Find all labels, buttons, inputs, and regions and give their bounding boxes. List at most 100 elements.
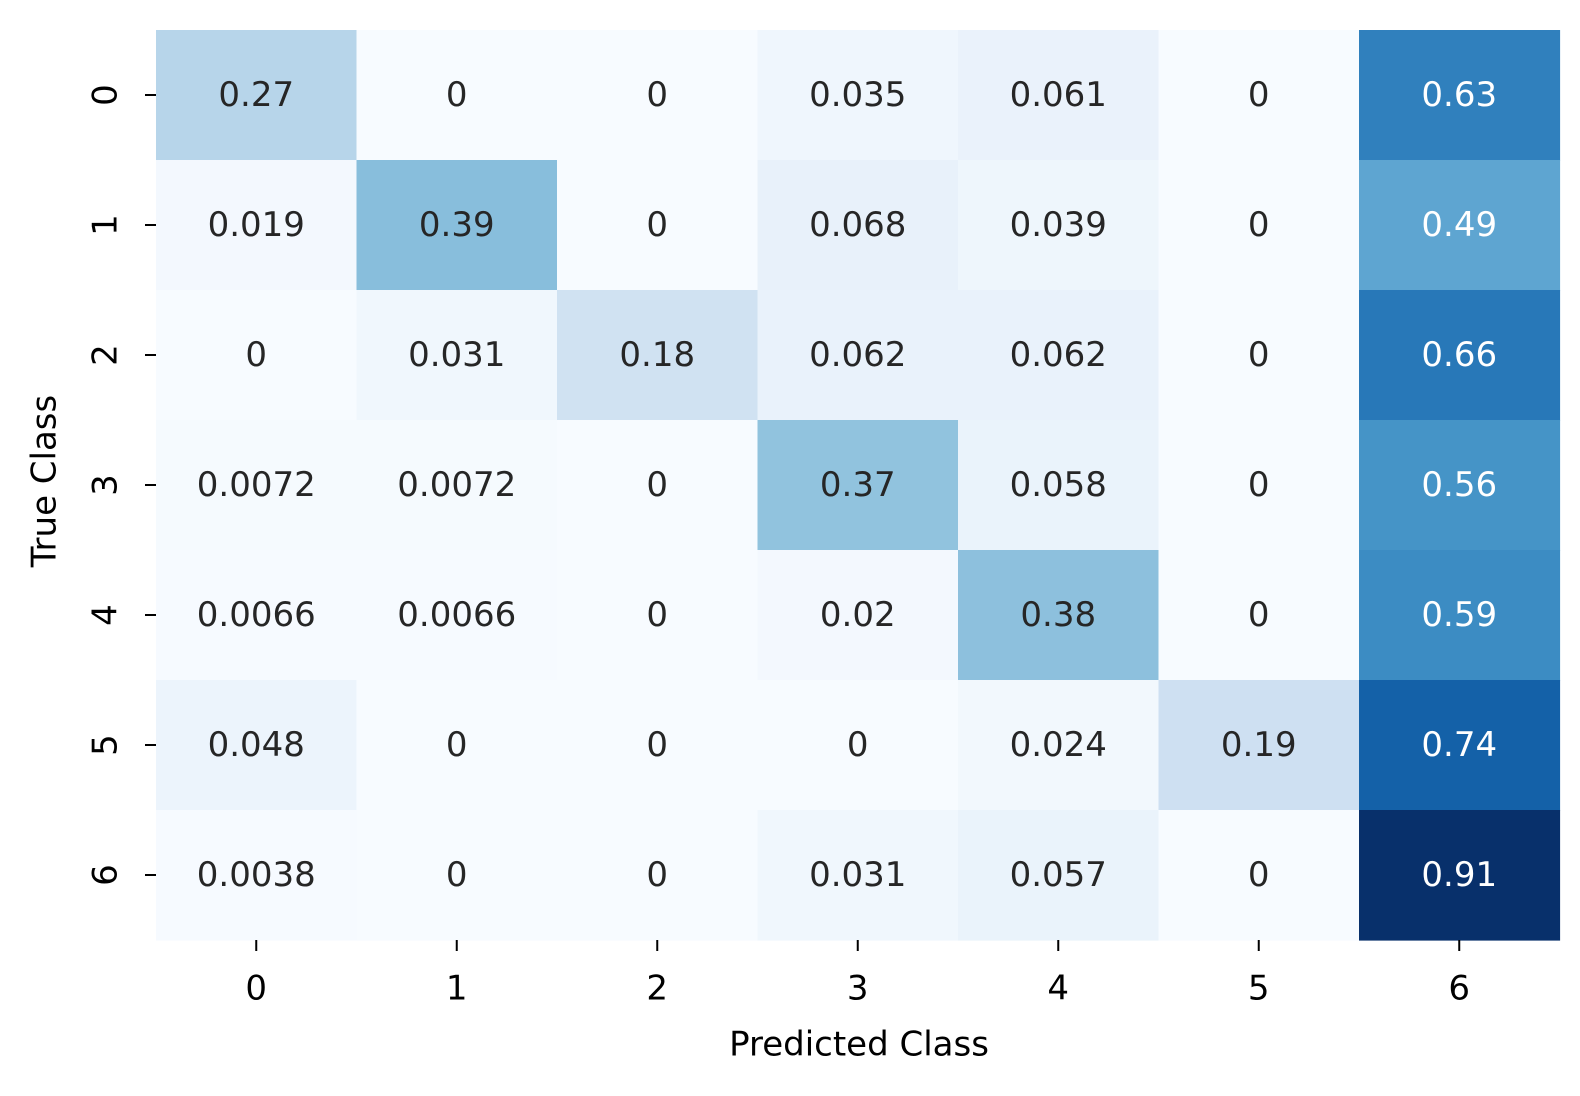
cell-label-5-5: 0.19	[1221, 725, 1297, 765]
heatmap-cell-3-4	[958, 420, 1160, 551]
y-axis: 0 1 2 3 4 5 6	[86, 84, 156, 886]
heatmap-cell-0-6	[1359, 30, 1561, 161]
heatmap-cell-4-2	[557, 550, 759, 681]
heatmap-cell-1-1	[356, 160, 558, 291]
cell-label-3-2: 0	[646, 465, 668, 505]
x-tick-label-0: 0	[245, 969, 267, 1009]
cell-label-1-3: 0.068	[809, 205, 906, 245]
cell-label-5-2: 0	[646, 725, 668, 765]
heatmap-cell-1-0	[156, 160, 358, 291]
heatmap-cell-5-5	[1158, 680, 1360, 811]
cell-label-1-4: 0.039	[1010, 205, 1107, 245]
heatmap-cell-1-6	[1359, 160, 1561, 291]
cell-label-2-3: 0.062	[809, 335, 906, 375]
heatmap-cell-5-2	[557, 680, 759, 811]
heatmap-cell-4-0	[156, 550, 358, 681]
heatmap-cell-3-1	[356, 420, 558, 551]
heatmap-cell-2-5	[1158, 290, 1360, 421]
heatmap-cell-2-0	[156, 290, 358, 421]
heatmap-cell-5-3	[757, 680, 959, 811]
y-tick-label-3: 3	[86, 474, 126, 496]
cell-label-3-6: 0.56	[1421, 465, 1497, 505]
cell-label-4-5: 0	[1248, 595, 1270, 635]
heatmap-cell-5-1	[356, 680, 558, 811]
x-tick-label-2: 2	[646, 969, 668, 1009]
heatmap-cell-2-4	[958, 290, 1160, 421]
cell-label-3-1: 0.0072	[397, 465, 516, 505]
heatmap-cell-2-1	[356, 290, 558, 421]
cell-label-4-6: 0.59	[1421, 595, 1497, 635]
cell-label-0-1: 0	[446, 75, 468, 115]
cell-label-2-6: 0.66	[1421, 335, 1497, 375]
heatmap-cell-0-1	[356, 30, 558, 161]
heatmap-cell-4-6	[1359, 550, 1561, 681]
heatmap-cell-4-1	[356, 550, 558, 681]
y-tick-label-5: 5	[86, 734, 126, 756]
y-tick-label-1: 1	[86, 214, 126, 236]
x-tick-label-1: 1	[446, 969, 468, 1009]
y-tick-label-0: 0	[86, 84, 126, 106]
heatmap-cell-5-6	[1359, 680, 1561, 811]
heatmap-cell-5-0	[156, 680, 358, 811]
heatmap-cell-1-2	[557, 160, 759, 291]
cell-label-4-0: 0.0066	[197, 595, 316, 635]
cell-label-4-1: 0.0066	[397, 595, 516, 635]
cell-label-5-0: 0.048	[208, 725, 305, 765]
cell-label-2-2: 0.18	[619, 335, 695, 375]
cell-label-0-3: 0.035	[809, 75, 906, 115]
heatmap-cell-4-5	[1158, 550, 1360, 681]
cell-label-4-2: 0	[646, 595, 668, 635]
cell-label-0-4: 0.061	[1010, 75, 1107, 115]
y-axis-title: True Class	[25, 395, 65, 568]
heatmap-cell-0-4	[958, 30, 1160, 161]
x-axis: 0 1 2 3 4 5 6	[245, 940, 1470, 1009]
x-tick-label-6: 6	[1448, 969, 1470, 1009]
heatmap-cell-0-0	[156, 30, 358, 161]
heatmap-cell-3-6	[1359, 420, 1561, 551]
heatmap-cell-6-3	[757, 810, 959, 941]
cell-label-6-1: 0	[446, 855, 468, 895]
heatmap-cell-2-3	[757, 290, 959, 421]
x-tick-label-5: 5	[1248, 969, 1270, 1009]
cell-label-2-1: 0.031	[408, 335, 505, 375]
heatmap-cell-5-4	[958, 680, 1160, 811]
cell-label-1-2: 0	[646, 205, 668, 245]
heatmap-cell-6-5	[1158, 810, 1360, 941]
cell-label-0-0: 0.27	[218, 75, 294, 115]
heatmap-cell-0-5	[1158, 30, 1360, 161]
heatmap-cell-6-1	[356, 810, 558, 941]
heatmap-cell-6-6	[1359, 810, 1561, 941]
heatmap-cell-2-6	[1359, 290, 1561, 421]
cell-label-2-0: 0	[245, 335, 267, 375]
cell-label-2-5: 0	[1248, 335, 1270, 375]
heatmap-cell-6-0	[156, 810, 358, 941]
cell-label-5-3: 0	[847, 725, 869, 765]
heatmap-cell-3-0	[156, 420, 358, 551]
y-tick-label-4: 4	[86, 604, 126, 626]
x-tick-label-4: 4	[1047, 969, 1069, 1009]
heatmap-cell-3-3	[757, 420, 959, 551]
cell-label-0-6: 0.63	[1421, 75, 1497, 115]
cell-label-5-6: 0.74	[1421, 725, 1497, 765]
heatmap-cells	[156, 30, 1561, 941]
cell-label-3-4: 0.058	[1010, 465, 1107, 505]
cell-label-6-5: 0	[1248, 855, 1270, 895]
cell-label-5-4: 0.024	[1010, 725, 1107, 765]
heatmap-cell-6-4	[958, 810, 1160, 941]
cell-label-3-5: 0	[1248, 465, 1270, 505]
cell-label-6-2: 0	[646, 855, 668, 895]
cell-label-0-2: 0	[646, 75, 668, 115]
heatmap-cell-1-3	[757, 160, 959, 291]
x-tick-label-3: 3	[847, 969, 869, 1009]
cell-label-1-6: 0.49	[1421, 205, 1497, 245]
cell-label-6-4: 0.057	[1010, 855, 1107, 895]
heatmap-cell-4-3	[757, 550, 959, 681]
heatmap-cell-0-2	[557, 30, 759, 161]
cell-label-6-0: 0.0038	[197, 855, 316, 895]
y-tick-label-6: 6	[86, 864, 126, 886]
heatmap-cell-4-4	[958, 550, 1160, 681]
heatmap-cell-1-4	[958, 160, 1160, 291]
y-tick-label-2: 2	[86, 344, 126, 366]
